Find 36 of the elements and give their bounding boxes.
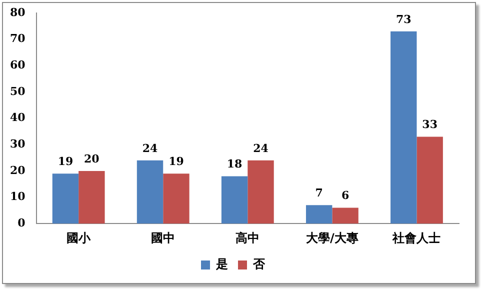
bar bbox=[78, 170, 105, 224]
y-tick-label: 70 bbox=[10, 32, 26, 46]
bar bbox=[163, 174, 190, 224]
x-tick-label: 國中 bbox=[151, 230, 176, 245]
data-label: 18 bbox=[226, 158, 243, 171]
data-label: 24 bbox=[142, 142, 158, 155]
bar bbox=[390, 31, 417, 224]
data-label: 24 bbox=[253, 142, 269, 155]
bar bbox=[332, 208, 358, 224]
y-tick-label: 80 bbox=[10, 6, 26, 19]
bar bbox=[221, 176, 248, 224]
y-tick-label: 0 bbox=[18, 216, 26, 230]
bar bbox=[416, 136, 443, 224]
bar bbox=[306, 205, 332, 224]
data-label: 6 bbox=[341, 189, 350, 202]
data-label: 19 bbox=[58, 154, 74, 168]
y-tick-label: 60 bbox=[10, 58, 26, 72]
y-tick-label: 30 bbox=[10, 137, 26, 150]
y-tick-label: 50 bbox=[10, 84, 26, 98]
x-tick-label: 高中 bbox=[236, 230, 260, 245]
x-tick-label: 國小 bbox=[66, 230, 92, 245]
x-tick-label: 社會人士 bbox=[392, 230, 441, 245]
bar bbox=[248, 160, 274, 224]
data-label: 33 bbox=[422, 118, 438, 132]
bar bbox=[52, 174, 79, 224]
data-label: 19 bbox=[168, 154, 184, 168]
legend-label: 否 bbox=[252, 257, 266, 272]
legend-label: 是 bbox=[215, 257, 228, 272]
y-tick-label: 40 bbox=[10, 111, 26, 124]
data-label: 7 bbox=[315, 186, 323, 200]
data-label: 73 bbox=[396, 12, 412, 26]
y-tick-label: 10 bbox=[10, 190, 26, 204]
data-label: 20 bbox=[84, 152, 100, 166]
bar bbox=[136, 160, 164, 224]
x-tick-label: 大學/大專 bbox=[306, 230, 358, 245]
y-tick-label: 20 bbox=[10, 164, 26, 177]
